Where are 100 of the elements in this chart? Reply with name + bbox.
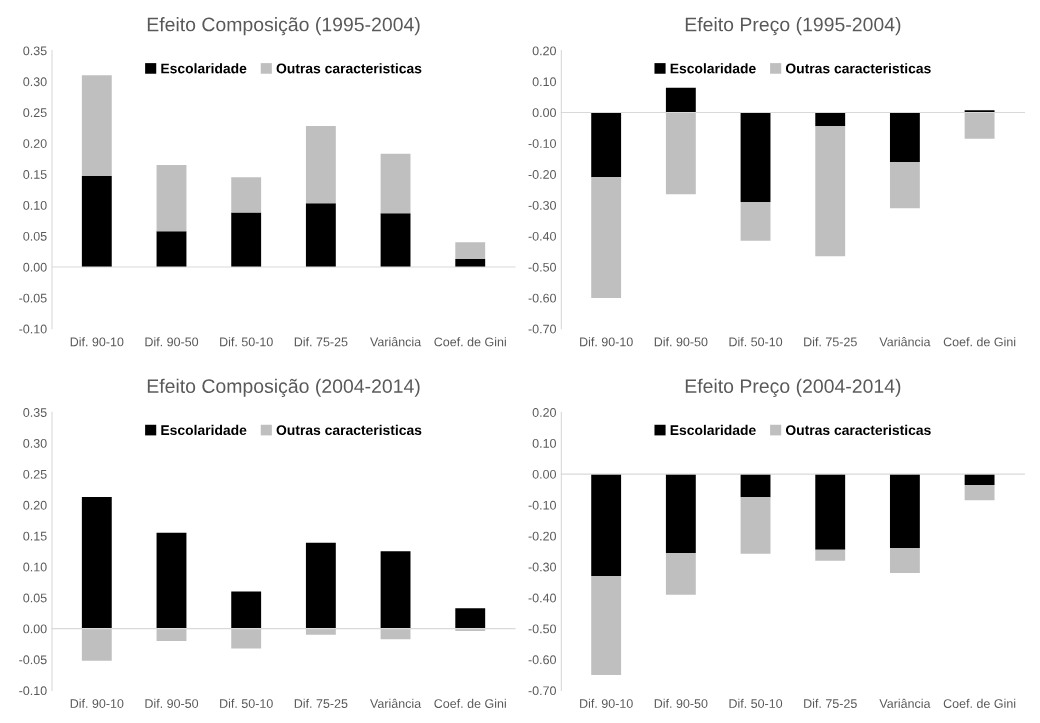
x-tick-label: Dif. 75-25 bbox=[804, 337, 857, 347]
bar bbox=[231, 177, 262, 213]
y-tick-label: 0.25 bbox=[23, 469, 47, 479]
bar bbox=[740, 112, 771, 203]
y-tick-label: 0.20 bbox=[23, 500, 47, 510]
bar bbox=[81, 75, 112, 177]
y-tick-label: -0.40 bbox=[528, 231, 557, 241]
bar bbox=[305, 628, 336, 635]
y-tick-label: 0.35 bbox=[23, 408, 47, 417]
bar bbox=[305, 126, 336, 204]
x-tick-label: Dif. 90-10 bbox=[580, 337, 633, 347]
x-tick-label: Variância bbox=[370, 698, 422, 708]
x-tick-label: Dif. 50-10 bbox=[729, 337, 783, 347]
x-tick-label: Coef. de Gini bbox=[434, 698, 506, 708]
y-tick-label: -0.20 bbox=[528, 170, 557, 179]
bar bbox=[231, 628, 262, 649]
y-tick-label: -0.20 bbox=[528, 531, 557, 541]
bar bbox=[665, 474, 696, 553]
bar bbox=[380, 551, 411, 629]
chart-title: Efeito Preço (1995-2004) bbox=[685, 17, 901, 36]
y-tick-label: 0.10 bbox=[532, 77, 556, 87]
bar bbox=[591, 112, 622, 178]
y-tick-label: -0.70 bbox=[528, 324, 557, 334]
legend-label: Escolaridade bbox=[670, 424, 756, 436]
bar bbox=[740, 474, 771, 498]
x-tick-label: Dif. 75-25 bbox=[804, 698, 857, 708]
bar bbox=[665, 87, 696, 113]
y-tick-label: -0.50 bbox=[528, 624, 557, 634]
bar bbox=[815, 474, 846, 550]
bar bbox=[156, 164, 187, 232]
x-tick-label: Dif. 90-10 bbox=[70, 337, 124, 347]
x-tick-label: Dif. 50-10 bbox=[220, 698, 273, 708]
y-tick-label: -0.40 bbox=[528, 593, 557, 603]
y-tick-label: -0.05 bbox=[19, 655, 47, 665]
y-tick-label: 0.15 bbox=[23, 170, 47, 179]
y-tick-label: 0.30 bbox=[23, 438, 47, 448]
x-tick-label: Dif. 90-50 bbox=[145, 337, 199, 347]
bar bbox=[964, 474, 995, 485]
x-tick-label: Variância bbox=[370, 337, 422, 347]
bar bbox=[591, 576, 622, 676]
bar bbox=[889, 548, 920, 573]
x-tick-label: Coef. de Gini bbox=[434, 337, 506, 347]
legend-label: Outras caracteristicas bbox=[276, 424, 422, 436]
bar bbox=[591, 474, 622, 577]
y-tick-label: -0.30 bbox=[528, 200, 557, 210]
bar bbox=[156, 532, 187, 629]
bar bbox=[380, 213, 411, 267]
x-tick-label: Dif. 50-10 bbox=[729, 698, 783, 708]
x-tick-label: Coef. de Gini bbox=[943, 698, 1016, 708]
x-tick-label: Dif. 90-50 bbox=[145, 698, 199, 708]
bar bbox=[591, 177, 622, 298]
legend-label: Escolaridade bbox=[161, 63, 247, 74]
bar bbox=[455, 608, 486, 629]
bar bbox=[815, 549, 846, 561]
bar bbox=[231, 212, 262, 267]
bar bbox=[305, 542, 336, 629]
bar bbox=[81, 496, 112, 629]
y-tick-label: 0.05 bbox=[23, 593, 47, 603]
bar bbox=[815, 112, 846, 127]
bar bbox=[156, 628, 187, 642]
bar bbox=[964, 112, 995, 139]
bar bbox=[156, 231, 187, 267]
y-tick-label: 0.00 bbox=[532, 469, 556, 479]
bar bbox=[889, 112, 920, 162]
y-tick-label: -0.10 bbox=[528, 139, 557, 148]
x-tick-label: Dif. 90-10 bbox=[70, 698, 124, 708]
y-tick-label: -0.50 bbox=[528, 262, 557, 272]
legend-label: Escolaridade bbox=[161, 424, 247, 436]
x-tick-label: Variância bbox=[879, 698, 931, 708]
y-tick-label: 0.35 bbox=[23, 46, 47, 56]
y-tick-label: 0.05 bbox=[23, 231, 47, 241]
chart-title: Efeito Preço (2004-2014) bbox=[685, 378, 901, 397]
chart-title: Efeito Composição (1995-2004) bbox=[147, 17, 420, 36]
bar bbox=[889, 161, 920, 209]
legend-label: Outras caracteristicas bbox=[785, 63, 931, 74]
y-tick-label: -0.60 bbox=[528, 655, 557, 665]
bar bbox=[964, 110, 995, 113]
x-tick-label: Dif. 90-10 bbox=[580, 698, 633, 708]
bar bbox=[889, 474, 920, 549]
legend-label: Outras caracteristicas bbox=[785, 424, 931, 436]
y-tick-label: -0.10 bbox=[19, 686, 47, 696]
y-tick-label: 0.25 bbox=[23, 108, 47, 118]
x-tick-label: Dif. 75-25 bbox=[294, 698, 348, 708]
bar bbox=[740, 202, 771, 241]
x-tick-label: Dif. 90-50 bbox=[654, 337, 708, 347]
bar bbox=[380, 628, 411, 640]
y-tick-label: 0.10 bbox=[23, 562, 47, 572]
bar bbox=[964, 484, 995, 501]
y-tick-label: 0.15 bbox=[23, 531, 47, 541]
legend-label: Escolaridade bbox=[670, 63, 756, 74]
y-tick-label: 0.00 bbox=[532, 108, 556, 118]
x-tick-label: Dif. 90-50 bbox=[654, 698, 708, 708]
y-tick-label: 0.20 bbox=[532, 408, 556, 417]
y-tick-label: 0.20 bbox=[532, 46, 556, 56]
legend-label: Outras caracteristicas bbox=[276, 63, 422, 74]
x-tick-label: Variância bbox=[879, 337, 931, 347]
y-tick-label: 0.10 bbox=[532, 438, 556, 448]
y-tick-label: 0.30 bbox=[23, 77, 47, 87]
y-tick-label: 0.00 bbox=[23, 624, 47, 634]
y-tick-label: -0.05 bbox=[19, 293, 47, 303]
